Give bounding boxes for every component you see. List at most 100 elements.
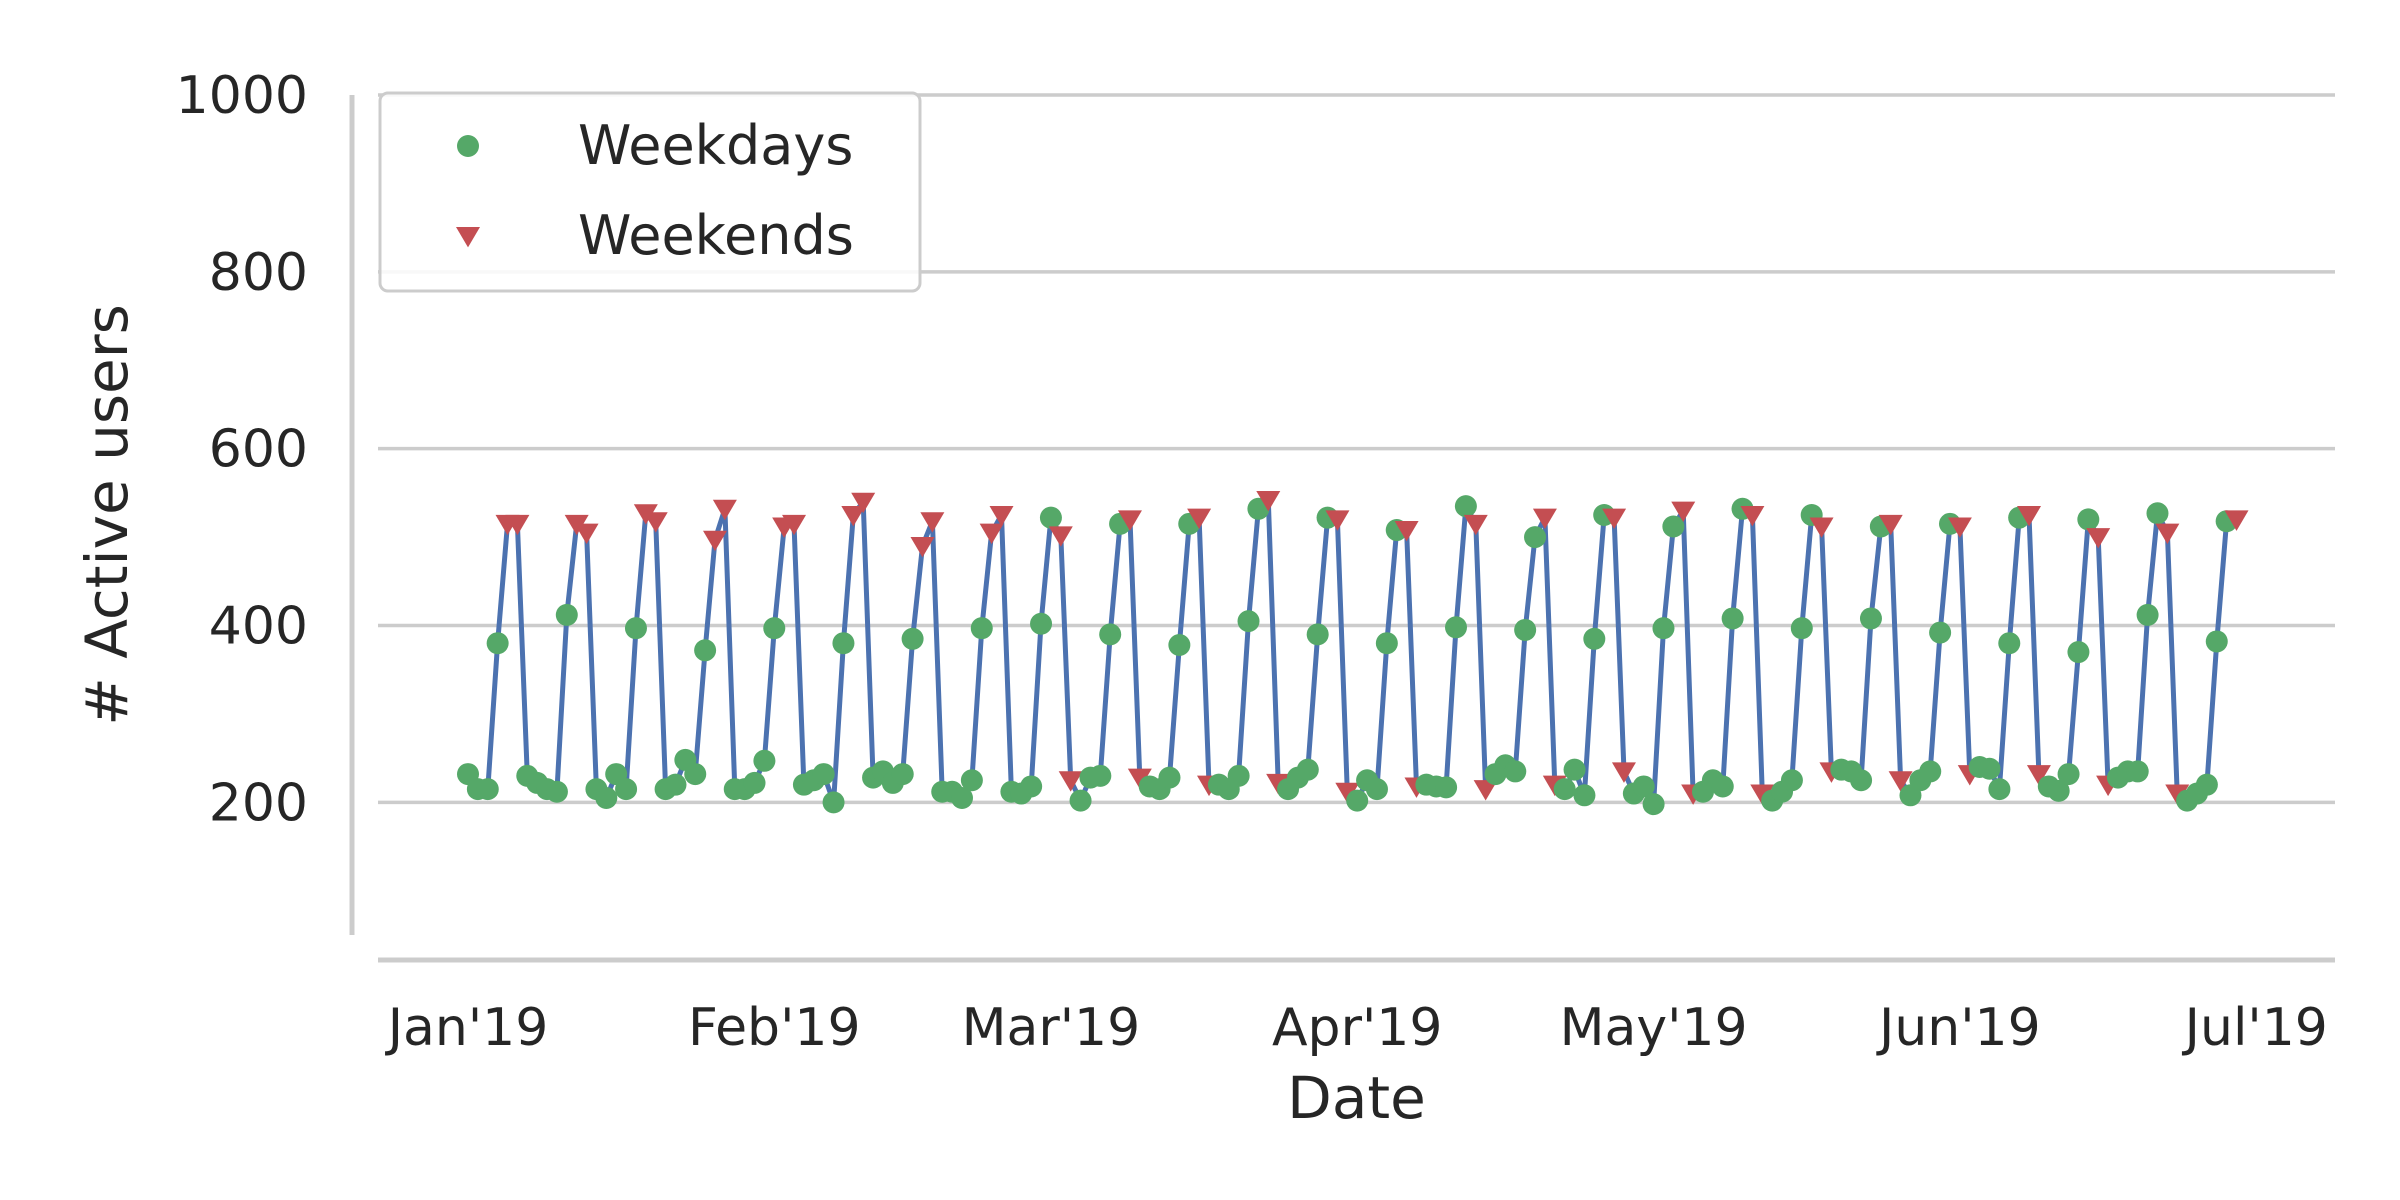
- weekday-point: [970, 617, 993, 640]
- weekday-point: [1711, 775, 1734, 798]
- weekday-point: [1573, 784, 1596, 807]
- legend-box: [378, 91, 922, 293]
- weekday-point: [753, 749, 776, 772]
- weekend-point: [1878, 514, 1903, 536]
- weekday-point: [832, 632, 855, 655]
- weekday-point: [2205, 630, 2228, 653]
- y-tick-label: 600: [209, 420, 308, 480]
- weekend-point: [1256, 490, 1281, 512]
- weekday-point: [694, 639, 717, 662]
- weekday-point: [951, 786, 973, 809]
- x-tick-label: May'19: [1560, 998, 1748, 1058]
- weekend-point: [703, 530, 727, 552]
- y-tick-label: 200: [209, 773, 308, 833]
- weekday-point: [1780, 769, 1803, 792]
- weekday-point: [1563, 758, 1586, 781]
- weekday-point: [476, 778, 499, 801]
- weekday-point: [1583, 627, 1606, 650]
- weekend-point: [851, 492, 876, 514]
- weekday-point: [2077, 508, 2100, 531]
- x-tick-label: Jul'19: [2182, 998, 2328, 1058]
- weekend-point: [1671, 501, 1696, 522]
- weekday-point: [1504, 760, 1527, 783]
- weekday-point: [1375, 632, 1398, 655]
- x-tick-label: Jun'19: [1876, 998, 2041, 1058]
- weekday-point: [1445, 616, 1467, 639]
- weekday-point: [624, 617, 647, 640]
- weekday-point: [1030, 612, 1053, 635]
- weekend-point: [979, 523, 1004, 545]
- weekday-point: [1524, 526, 1547, 549]
- weekend-point: [2086, 528, 2111, 549]
- legend: Weekdays Weekends: [378, 91, 922, 293]
- weekend-point: [1809, 517, 1834, 538]
- weekday-point: [1020, 775, 1043, 798]
- weekday-point: [1632, 775, 1655, 798]
- weekday-point: [1553, 778, 1576, 801]
- weekday-point: [1227, 764, 1250, 787]
- weekday-point: [1721, 607, 1744, 630]
- weekday-point: [486, 632, 509, 655]
- y-tick-label: 800: [209, 243, 308, 303]
- y-axis-label: # Active users: [73, 304, 141, 726]
- legend-weekdays-marker: [457, 135, 479, 157]
- weekday-point: [1346, 789, 1369, 812]
- weekday-point: [1306, 623, 1329, 646]
- legend-weekend-label: Weekends: [578, 204, 854, 267]
- x-tick-label: Feb'19: [688, 998, 861, 1058]
- weekday-point: [960, 769, 983, 792]
- weekend-point: [1611, 762, 1636, 783]
- weekend-point: [1750, 784, 1775, 805]
- weekend-point: [574, 523, 599, 545]
- weekday-point: [1790, 617, 1813, 640]
- weekday-point: [1662, 515, 1685, 538]
- weekend-point: [1127, 768, 1152, 790]
- y-tick-label: 1000: [176, 66, 308, 126]
- weekday-point: [1296, 758, 1319, 781]
- weekday-point: [595, 786, 618, 809]
- weekday-point: [901, 627, 924, 650]
- weekday-point: [1978, 757, 2001, 780]
- weekday-point: [1168, 633, 1191, 656]
- weekday-point: [2146, 502, 2169, 525]
- weekday-point: [891, 763, 914, 786]
- weekend-point: [910, 536, 935, 558]
- weekday-point: [1365, 778, 1388, 801]
- weekend-point: [1335, 782, 1360, 804]
- weekday-point: [1089, 764, 1112, 787]
- weekday-point: [1850, 769, 1873, 792]
- weekend-point: [505, 514, 530, 536]
- weekday-point: [2067, 641, 2090, 664]
- weekend-point: [2026, 765, 2051, 786]
- weekend-point: [1394, 521, 1419, 542]
- y-tick-label: 400: [209, 597, 308, 657]
- weekday-point: [555, 603, 578, 626]
- weekend-point: [1473, 780, 1498, 801]
- weekend-point: [2017, 506, 2042, 527]
- weekend-point: [1947, 517, 1972, 538]
- weekday-point: [1998, 632, 2021, 655]
- weekday-point: [1454, 495, 1477, 518]
- weekday-point: [1435, 776, 1458, 799]
- weekend-point: [1187, 508, 1212, 530]
- weekday-point: [1069, 789, 1092, 812]
- weekday-point: [1039, 506, 1062, 529]
- weekend-point: [1117, 510, 1142, 531]
- x-tick-label: Jan'19: [385, 998, 549, 1058]
- weekend-point: [920, 512, 945, 533]
- weekend-point: [643, 512, 668, 533]
- weekend-point: [2165, 784, 2190, 805]
- weekday-point: [743, 771, 766, 794]
- y-tick-labels: 200 400 600 800 1000: [176, 66, 308, 833]
- weekend-point: [1058, 771, 1083, 792]
- weekday-point: [1514, 618, 1537, 641]
- weekend-point: [989, 506, 1014, 527]
- weekend-point: [782, 514, 807, 536]
- weekday-point: [1099, 623, 1122, 646]
- weekday-point: [1652, 617, 1675, 640]
- x-tick-label: Apr'19: [1272, 998, 1442, 1058]
- weekday-point: [2136, 603, 2159, 626]
- weekday-point: [1859, 607, 1882, 630]
- weekend-point: [1602, 508, 1627, 530]
